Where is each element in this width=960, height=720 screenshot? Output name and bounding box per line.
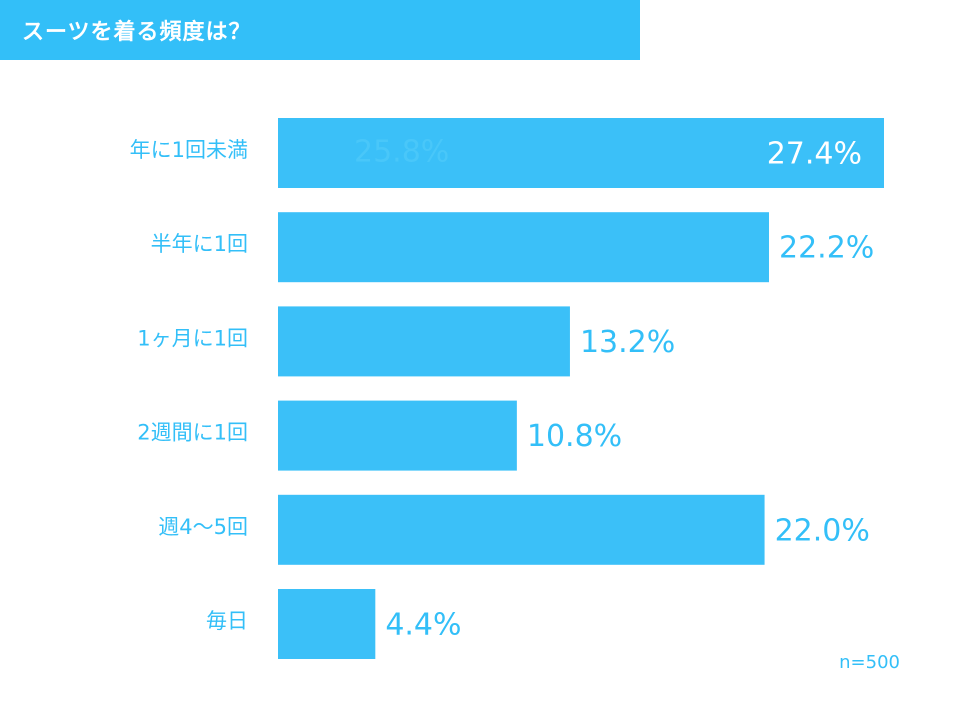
data-label: 4.4% <box>385 608 461 643</box>
category-label: 1ヶ月に1回 <box>137 326 248 350</box>
category-label: 半年に1回 <box>151 232 248 256</box>
data-label: 22.2% <box>779 231 874 266</box>
sample-size-note: n=500 <box>839 652 900 673</box>
data-label: 13.2% <box>580 325 675 360</box>
ghost-value-label: 25.8% <box>354 135 449 170</box>
bar <box>278 494 765 565</box>
bar <box>278 589 376 659</box>
category-label: 毎日 <box>206 609 248 633</box>
category-label: 週4～5回 <box>158 515 248 539</box>
category-label: 年に1回未満 <box>130 138 248 162</box>
title-bar: スーツを着る頻度は？ <box>0 0 640 60</box>
data-label: 27.4% <box>767 137 862 172</box>
page-title: スーツを着る頻度は？ <box>22 20 252 45</box>
bar <box>278 306 570 377</box>
bar <box>278 212 769 283</box>
bar <box>278 400 517 471</box>
data-label: 10.8% <box>527 419 622 454</box>
data-label: 22.0% <box>775 513 870 548</box>
bar <box>278 118 884 188</box>
category-label: 2週間に1回 <box>137 421 248 445</box>
